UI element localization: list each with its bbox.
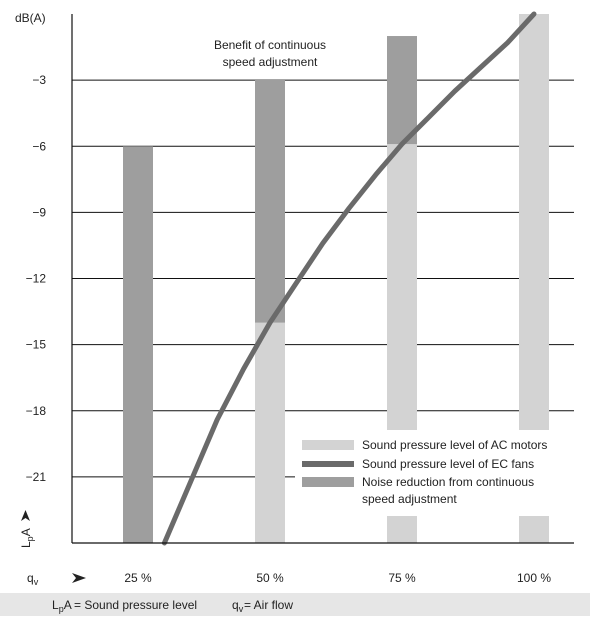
ec-curve-line — [161, 11, 537, 546]
legend-label-ac: Sound pressure level of AC motors — [362, 438, 547, 452]
bars — [123, 14, 549, 543]
footer-band — [0, 593, 590, 616]
legend-label-reduction-1: Noise reduction from continuous — [362, 475, 534, 489]
footer-qv-definition: = Air flow — [244, 598, 293, 612]
bar-ac — [519, 516, 549, 543]
footer-qv: qv — [232, 598, 244, 614]
y-tick-label: −12 — [26, 272, 47, 286]
y-axis-label: LpA — [19, 510, 35, 548]
x-tick-label: 100 % — [517, 571, 551, 585]
y-unit-label: dB(A) — [15, 11, 46, 25]
y-tick-label: −3 — [32, 73, 46, 87]
axes: 25 % 50 % 75 % 100 % — [71, 14, 574, 585]
footer-lpa: LpA — [52, 598, 72, 614]
bar-ac — [387, 516, 417, 543]
legend-swatch-reduction — [302, 477, 354, 487]
x-tick-label: 25 % — [124, 571, 152, 585]
footer-lpa-definition: = Sound pressure level — [74, 598, 197, 612]
x-axis-label-text: qv — [27, 571, 39, 587]
legend-label-reduction-2: speed adjustment — [362, 492, 457, 506]
x-axis-label: qv — [27, 571, 86, 587]
bar-reduction — [255, 80, 285, 323]
ec-curve — [161, 11, 537, 546]
bar-reduction — [387, 36, 417, 145]
y-tick-label: −21 — [26, 470, 47, 484]
y-axis-label-text: LpA — [19, 528, 35, 548]
y-tick-label: −6 — [32, 139, 46, 153]
x-tick-label: 50 % — [256, 571, 284, 585]
x-axis-arrow-icon — [72, 573, 86, 583]
x-tick-label: 75 % — [388, 571, 416, 585]
legend-swatch-ac — [302, 440, 354, 450]
annotation-line-2: speed adjustment — [223, 55, 318, 69]
y-axis-arrow-icon — [21, 510, 30, 521]
y-tick-label: −18 — [26, 404, 47, 418]
annotation-line-1: Benefit of continuous — [214, 38, 326, 52]
legend: Sound pressure level of AC motors Sound … — [295, 434, 575, 514]
bar-ac — [519, 14, 549, 430]
legend-label-ec: Sound pressure level of EC fans — [362, 457, 534, 471]
y-tick-label: −15 — [26, 338, 47, 352]
legend-swatch-ec — [302, 461, 354, 467]
bar-reduction — [123, 146, 153, 543]
y-tick-label: −9 — [32, 205, 46, 219]
